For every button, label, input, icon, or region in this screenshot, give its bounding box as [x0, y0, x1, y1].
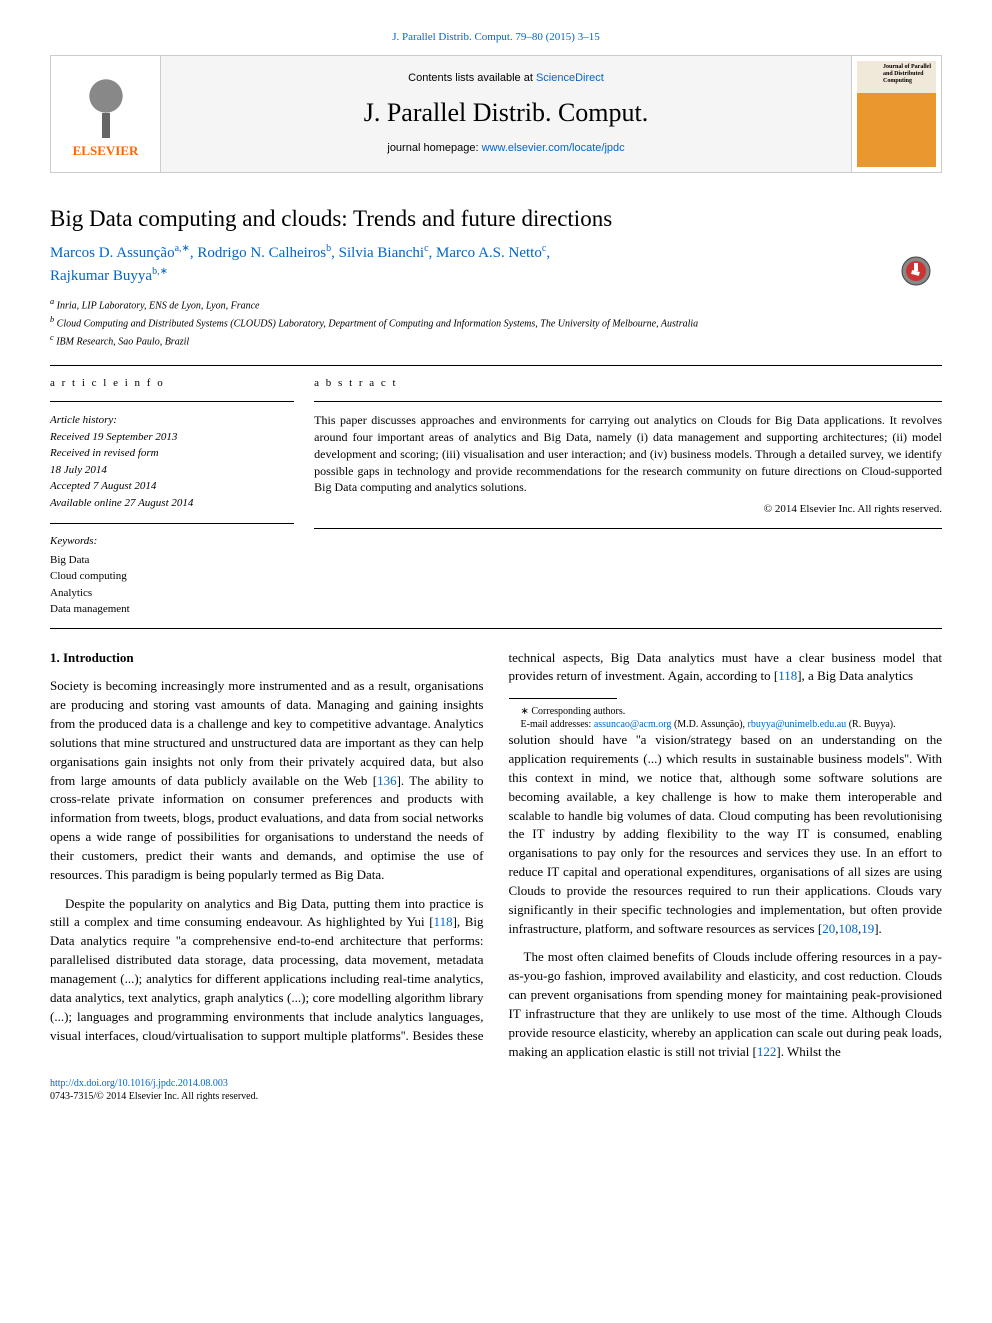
email-link-2[interactable]: rbuyya@unimelb.edu.au	[748, 719, 847, 730]
crossmark-icon[interactable]	[900, 255, 932, 287]
citation-108[interactable]: 108	[838, 921, 858, 936]
affiliation-a: Inria, LIP Laboratory, ENS de Lyon, Lyon…	[57, 300, 260, 311]
article-title: Big Data computing and clouds: Trends an…	[50, 203, 942, 235]
affiliation-c: IBM Research, Sao Paulo, Brazil	[56, 337, 189, 348]
cover-title: Journal of Parallel and Distributed Comp…	[883, 64, 933, 84]
author-link-5[interactable]: Rajkumar Buyya	[50, 268, 152, 284]
keywords-label: Keywords:	[50, 534, 294, 549]
header-citation: J. Parallel Distrib. Comput. 79–80 (2015…	[50, 30, 942, 45]
abstract-text: This paper discusses approaches and envi…	[314, 412, 942, 496]
abstract-label: a b s t r a c t	[314, 376, 942, 391]
copyright-line: © 2014 Elsevier Inc. All rights reserved…	[314, 502, 942, 517]
corresponding-author-note: ∗ Corresponding authors.	[509, 705, 943, 718]
keywords-list: Big Data Cloud computing Analytics Data …	[50, 552, 294, 618]
author-link-1[interactable]: Marcos D. Assunção	[50, 245, 175, 261]
citation-19[interactable]: 19	[861, 921, 874, 936]
homepage-prefix: journal homepage:	[387, 142, 481, 154]
affiliations: a Inria, LIP Laboratory, ENS de Lyon, Ly…	[50, 296, 942, 350]
citation-122[interactable]: 122	[757, 1044, 777, 1059]
doi-link[interactable]: http://dx.doi.org/10.1016/j.jpdc.2014.08…	[50, 1078, 228, 1089]
affiliation-b: Cloud Computing and Distributed Systems …	[57, 318, 698, 329]
body-columns: 1. Introduction Society is becoming incr…	[50, 649, 942, 1062]
citation-136[interactable]: 136	[377, 773, 397, 788]
article-history: Article history: Received 19 September 2…	[50, 412, 294, 511]
elsevier-tree-icon	[71, 68, 141, 138]
elsevier-text: ELSEVIER	[73, 142, 139, 160]
citation-20[interactable]: 20	[822, 921, 835, 936]
intro-heading: 1. Introduction	[50, 649, 484, 668]
author-link-4[interactable]: Marco A.S. Netto	[436, 245, 542, 261]
header-citation-link[interactable]: J. Parallel Distrib. Comput. 79–80 (2015…	[392, 31, 599, 43]
journal-center: Contents lists available at ScienceDirec…	[161, 56, 851, 171]
email-link-1[interactable]: assuncao@acm.org	[594, 719, 672, 730]
authors-line: Marcos D. Assunçãoa,∗, Rodrigo N. Calhei…	[50, 241, 942, 288]
author-aff-3: c	[424, 243, 428, 254]
journal-header-box: ELSEVIER Contents lists available at Sci…	[50, 55, 942, 172]
article-info-label: a r t i c l e i n f o	[50, 376, 294, 391]
author-link-2[interactable]: Rodrigo N. Calheiros	[197, 245, 326, 261]
contents-prefix: Contents lists available at	[408, 72, 536, 84]
journal-title: J. Parallel Distrib. Comput.	[176, 95, 836, 131]
homepage-link[interactable]: www.elsevier.com/locate/jpdc	[482, 142, 625, 154]
author-link-3[interactable]: Silvia Bianchi	[339, 245, 424, 261]
author-aff-4: c	[542, 243, 546, 254]
author-aff-1: a,∗	[175, 243, 190, 254]
citation-118b[interactable]: 118	[778, 668, 797, 683]
elsevier-logo[interactable]: ELSEVIER	[51, 56, 161, 171]
doi-block: http://dx.doi.org/10.1016/j.jpdc.2014.08…	[50, 1077, 942, 1103]
author-aff-2: b	[326, 243, 331, 254]
citation-118a[interactable]: 118	[434, 914, 453, 929]
email-footnote: E-mail addresses: assuncao@acm.org (M.D.…	[509, 718, 943, 731]
sciencedirect-link[interactable]: ScienceDirect	[536, 72, 604, 84]
journal-cover[interactable]: Journal of Parallel and Distributed Comp…	[851, 56, 941, 171]
author-aff-5: b,∗	[152, 266, 168, 277]
issn-line: 0743-7315/© 2014 Elsevier Inc. All right…	[50, 1091, 258, 1102]
